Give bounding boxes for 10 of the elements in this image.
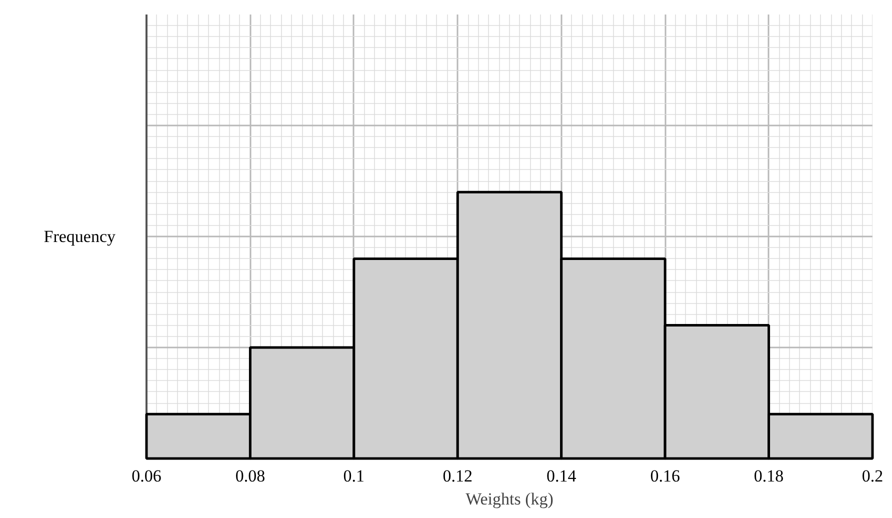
x-tick-label: 0.18 — [754, 466, 784, 486]
x-tick-label: 0.08 — [235, 466, 266, 486]
x-tick-label: 0.14 — [546, 466, 577, 486]
x-tick-label: 0.06 — [132, 466, 162, 486]
x-axis-title: Weights (kg) — [466, 490, 554, 508]
x-tick-label: 0.1 — [343, 466, 365, 486]
x-tick-label: 0.12 — [442, 466, 473, 486]
x-tick-label: 0.16 — [650, 466, 680, 486]
y-axis-title: Frequency — [44, 227, 116, 246]
x-tick-label: 0.2 — [862, 466, 884, 486]
